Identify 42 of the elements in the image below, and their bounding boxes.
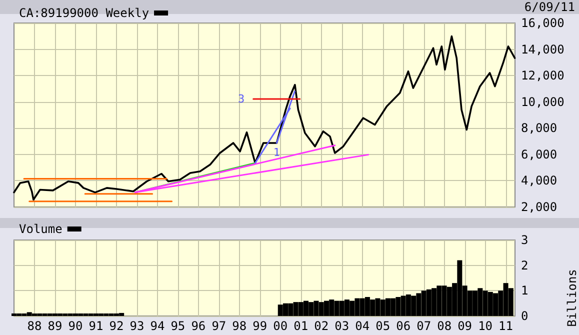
y-tick-label: 12,000	[521, 68, 564, 83]
x-tick-label: 02	[314, 319, 329, 333]
y-axis-title: Billions	[565, 269, 579, 327]
y-tick-label: 6,000	[521, 147, 558, 162]
x-tick-label: 92	[109, 319, 124, 333]
x-tick-label: 06	[396, 319, 411, 333]
annotation: 1	[273, 146, 280, 159]
x-tick-label: 93	[130, 319, 144, 333]
y-tick-label: 10,000	[521, 94, 564, 109]
text: 6/09/11	[524, 0, 576, 14]
x-tick-label: 07	[416, 319, 432, 333]
y-tick-label: 16,000	[521, 16, 564, 30]
y-tick-label: 14,000	[521, 42, 564, 56]
x-tick-label: 97	[212, 319, 226, 333]
y-tick-label: 2,000	[521, 200, 558, 214]
x-tick-label: 89	[48, 319, 62, 333]
x-tick-label: 01	[294, 319, 308, 333]
x-tick-label: 03	[334, 319, 350, 333]
x-tick-label: 94	[150, 319, 165, 333]
x-tick-label: 00	[273, 319, 288, 333]
x-tick-label: 95	[170, 319, 186, 333]
x-tick-label: 04	[355, 319, 370, 333]
x-tick-label: 08	[437, 319, 452, 333]
annotation: 3	[238, 92, 245, 106]
y-tick-label: 2	[521, 258, 528, 272]
x-tick-label: 96	[191, 319, 206, 333]
x-tick-label: 88	[27, 319, 42, 333]
y-tick-label: 0	[521, 309, 528, 323]
x-tick-label: 11	[498, 319, 514, 333]
x-tick-label: 09	[458, 319, 472, 333]
y-tick-label: 8,000	[521, 121, 558, 136]
x-tick-label: 99	[252, 319, 268, 333]
x-tick-label: 05	[376, 319, 390, 333]
x-tick-label: 90	[68, 319, 83, 333]
y-tick-label: 3	[521, 233, 528, 247]
legend-label: Volume	[18, 222, 62, 236]
x-tick-label: 91	[88, 319, 104, 333]
x-tick-label: 98	[232, 319, 247, 333]
y-tick-label: 4,000	[521, 174, 558, 188]
legend-label: CA:89199000 Weekly	[18, 6, 150, 20]
x-tick-label: 10	[478, 319, 493, 333]
y-tick-label: 1	[521, 284, 528, 298]
